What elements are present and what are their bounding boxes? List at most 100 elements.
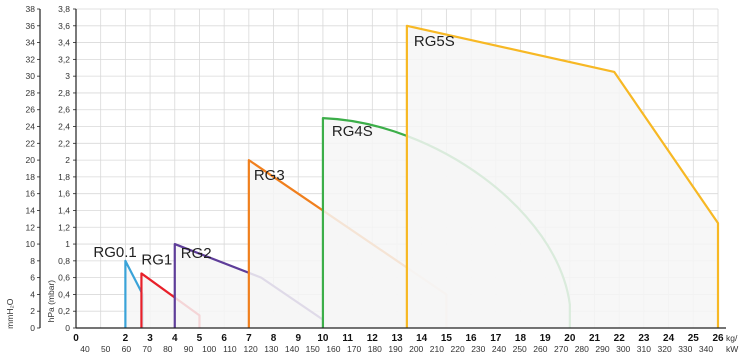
- y-tick-label-secondary: 18: [26, 172, 36, 182]
- series-label-rg1: RG1: [141, 251, 172, 268]
- x-tick-label-secondary: 250: [513, 344, 527, 354]
- x-tick-label-secondary: 270: [554, 344, 568, 354]
- x-tick-label: 15: [441, 333, 453, 344]
- y-tick-label: 1,2: [58, 222, 70, 232]
- y-tick-label: 1,4: [58, 205, 70, 215]
- y-tick-label: 3,8: [58, 4, 70, 14]
- series-area-rg0-1: [125, 260, 143, 328]
- y-tick-label: 2: [65, 155, 70, 165]
- y-tick-label-secondary: 22: [26, 138, 36, 148]
- y-tick-label-secondary: 10: [26, 239, 36, 249]
- y-tick-label: 2,6: [58, 105, 70, 115]
- series-label-rg2: RG2: [181, 245, 212, 262]
- x-tick-label: 0: [73, 333, 79, 344]
- y-axis-label: hPa (mbar): [46, 280, 56, 323]
- y-tick-label-secondary: 6: [30, 273, 35, 283]
- x-tick-label: 14: [416, 333, 428, 344]
- y-tick-label: 0,4: [58, 289, 70, 299]
- axes: [39, 9, 726, 329]
- y-tick-label-secondary: 36: [26, 21, 36, 31]
- tick-labels: 0 0,2 0,4 0,6 0,8 1 1,2 1,4 1,6 1,8 2 2,2 2,4 2,6 2,8 3…: [5, 4, 738, 354]
- y-tick-label: 2,2: [58, 138, 70, 148]
- x-tick-label-secondary: 310: [637, 344, 651, 354]
- series-labels: RG0.1 RG1 RG2 RG3 RG4S RG5S: [93, 33, 454, 269]
- x-tick-label: 21: [589, 333, 601, 344]
- series-label-rg0-1: RG0.1: [93, 244, 136, 261]
- x-tick-label: 26: [712, 333, 724, 344]
- y-tick-label: 3,6: [58, 21, 70, 31]
- x-tick-label-secondary: 130: [264, 344, 278, 354]
- series-area-rg5s: [406, 25, 718, 328]
- x-tick-label-secondary: 100: [202, 344, 216, 354]
- x-tick-label-secondary: 80: [163, 344, 173, 354]
- y-tick-label: 0,8: [58, 256, 70, 266]
- y-tick-label-secondary: 24: [26, 122, 36, 132]
- series-label-rg4s: RG4S: [332, 123, 373, 140]
- x-tick-label-secondary: 50: [101, 344, 111, 354]
- x-tick-label: 25: [688, 333, 700, 344]
- y-tick-label: 0,6: [58, 273, 70, 283]
- x-tick-label-secondary: 60: [122, 344, 132, 354]
- x-tick-label: 22: [614, 333, 626, 344]
- y-tick-label: 3: [65, 71, 70, 81]
- y-tick-label-secondary: 0: [30, 323, 35, 333]
- x-tick-label-secondary: 70: [142, 344, 152, 354]
- x-tick-label: 4: [172, 333, 178, 344]
- y-tick-label-secondary: 30: [26, 71, 36, 81]
- y-tick-label: 0: [65, 323, 70, 333]
- x-tick-label: 16: [466, 333, 478, 344]
- x-tick-label: 2: [123, 333, 129, 344]
- x-tick-label-secondary: 230: [471, 344, 485, 354]
- y-tick-label: 1: [65, 239, 70, 249]
- y-tick-label: 3,2: [58, 54, 70, 64]
- x-tick-label-secondary: 120: [244, 344, 258, 354]
- y-tick-label: 3,4: [58, 38, 70, 48]
- y-tick-label: 2,4: [58, 122, 70, 132]
- x-tick-label: 10: [317, 333, 329, 344]
- x-tick-label: 18: [515, 333, 527, 344]
- y-tick-label-secondary: 28: [26, 88, 36, 98]
- y-tick-label-secondary: 32: [26, 54, 36, 64]
- x-tick-label: 12: [367, 333, 379, 344]
- y-tick-label-secondary: 12: [26, 222, 36, 232]
- x-tick-label-secondary: 140: [285, 344, 299, 354]
- y-tick-label: 0,2: [58, 306, 70, 316]
- x-tick-label-secondary: 170: [347, 344, 361, 354]
- x-tick-label-secondary: 180: [368, 344, 382, 354]
- series-label-rg5s: RG5S: [414, 33, 455, 50]
- y-tick-label-secondary: 16: [26, 189, 36, 199]
- x-tick-label: 5: [197, 333, 203, 344]
- x-tick-label: 17: [490, 333, 502, 344]
- x-tick-label-secondary: 240: [492, 344, 506, 354]
- x-tick-label-secondary: 160: [326, 344, 340, 354]
- y-tick-label-secondary: 4: [30, 289, 35, 299]
- series-label-rg3: RG3: [254, 167, 285, 184]
- series-areas: [124, 24, 720, 328]
- x-tick-label: 9: [295, 333, 301, 344]
- x-axis-unit: kg/: [726, 333, 738, 343]
- x-tick-label-secondary: 150: [306, 344, 320, 354]
- x-axis-unit-secondary: kW: [726, 344, 738, 354]
- x-tick-label: 8: [271, 333, 277, 344]
- x-tick-label-secondary: 280: [575, 344, 589, 354]
- x-tick-label-secondary: 330: [678, 344, 692, 354]
- x-tick-label: 6: [221, 333, 227, 344]
- y-axis-label-secondary: mmH₂O: [5, 298, 15, 329]
- x-tick-label-secondary: 220: [451, 344, 465, 354]
- y-tick-label-secondary: 20: [26, 155, 36, 165]
- x-tick-label-secondary: 260: [533, 344, 547, 354]
- y-tick-label-secondary: 26: [26, 105, 36, 115]
- x-tick-label: 11: [342, 333, 353, 344]
- series-line-rg5s: [405, 24, 720, 328]
- y-tick-label-secondary: 2: [30, 306, 35, 316]
- x-tick-label: 23: [638, 333, 650, 344]
- y-tick-label: 2,8: [58, 88, 70, 98]
- x-tick-label-secondary: 300: [616, 344, 630, 354]
- y-tick-label-secondary: 8: [30, 256, 35, 266]
- y-tick-label: 1,6: [58, 189, 70, 199]
- x-tick-label-secondary: 290: [595, 344, 609, 354]
- x-tick-label-secondary: 210: [430, 344, 444, 354]
- x-tick-label: 3: [147, 333, 153, 344]
- x-tick-label-secondary: 190: [388, 344, 402, 354]
